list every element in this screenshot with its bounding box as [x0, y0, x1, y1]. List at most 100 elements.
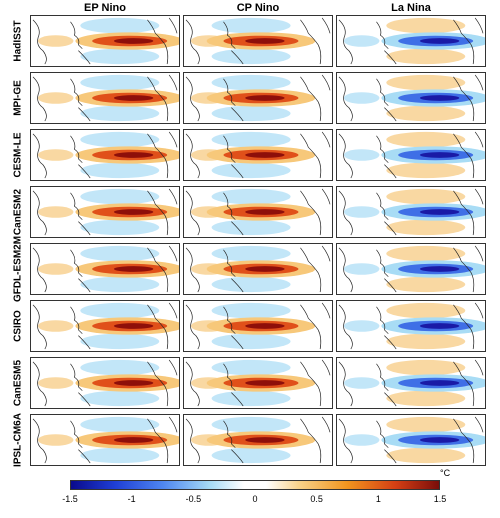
- anomaly-region: [245, 38, 285, 44]
- anomaly-region: [37, 377, 74, 389]
- coastline: [321, 416, 331, 433]
- coastline: [474, 359, 484, 376]
- coastline: [185, 304, 200, 350]
- anomaly-region: [245, 152, 285, 158]
- anomaly-region: [245, 209, 285, 215]
- coastline: [474, 416, 484, 433]
- sst-anomaly-map: [338, 359, 485, 407]
- anomaly-region: [211, 447, 291, 464]
- map-panel: [183, 72, 333, 124]
- column-title-lanina: La Nina: [391, 2, 431, 14]
- coastline: [231, 107, 244, 122]
- anomaly-region: [211, 333, 291, 350]
- anomaly-region: [386, 105, 466, 122]
- sst-anomaly-map: [185, 302, 331, 350]
- anomaly-region: [386, 48, 466, 65]
- anomaly-region: [80, 74, 160, 91]
- anomaly-region: [386, 359, 466, 376]
- anomaly-region: [113, 437, 154, 443]
- coastline: [168, 302, 178, 319]
- map-panel: [336, 72, 486, 124]
- coastline: [453, 418, 475, 464]
- anomaly-region: [343, 320, 380, 332]
- anomaly-region: [245, 95, 285, 101]
- row-label-text: CanESM2: [12, 188, 24, 236]
- coastline: [70, 420, 83, 448]
- coastline: [147, 418, 169, 464]
- anomaly-region: [211, 219, 291, 236]
- coastline: [474, 188, 484, 205]
- coastline: [185, 19, 200, 65]
- anomaly-region: [80, 333, 160, 350]
- row-label: CanESM2: [8, 186, 28, 238]
- coastline: [384, 50, 397, 65]
- anomaly-region: [419, 266, 460, 272]
- anomaly-region: [113, 266, 154, 272]
- coastline: [168, 188, 178, 205]
- row-label: MPI-GE: [8, 72, 28, 124]
- row-label: CSIRO: [8, 300, 28, 352]
- anomaly-region: [419, 38, 460, 44]
- map-panel: [30, 72, 180, 124]
- coastline: [70, 21, 83, 49]
- anomaly-region: [245, 266, 285, 272]
- coastline: [376, 363, 389, 391]
- coastline: [147, 76, 169, 122]
- anomaly-region: [80, 188, 160, 205]
- map-panel: [30, 243, 180, 295]
- anomaly-region: [211, 416, 291, 433]
- anomaly-region: [343, 434, 380, 446]
- coastline: [147, 304, 169, 350]
- coastline: [78, 449, 91, 464]
- anomaly-region: [211, 245, 291, 262]
- coastline: [168, 131, 178, 148]
- coastline: [32, 247, 47, 293]
- sst-anomaly-map: [185, 131, 331, 179]
- anomaly-region: [386, 390, 466, 407]
- coastline: [32, 76, 47, 122]
- anomaly-region: [386, 219, 466, 236]
- colorbar-tick: 1.5: [433, 494, 447, 504]
- sst-anomaly-map: [185, 188, 331, 236]
- anomaly-region: [419, 209, 460, 215]
- coastline: [300, 76, 322, 122]
- map-panel: [336, 243, 486, 295]
- coastline: [32, 190, 47, 236]
- coastline: [78, 50, 91, 65]
- row-label: IPSL-CM6A: [8, 413, 28, 467]
- anomaly-region: [211, 131, 291, 148]
- row-label-text: GFDL-ESM2M: [12, 235, 24, 303]
- anomaly-region: [80, 131, 160, 148]
- anomaly-region: [211, 48, 291, 65]
- map-panel: [183, 300, 333, 352]
- anomaly-region: [80, 416, 160, 433]
- coastline: [338, 190, 353, 236]
- anomaly-region: [80, 105, 160, 122]
- anomaly-region: [386, 276, 466, 293]
- anomaly-region: [343, 206, 380, 218]
- coastline: [78, 107, 91, 122]
- coastline: [32, 133, 47, 179]
- map-panel: [30, 186, 180, 238]
- anomaly-region: [211, 302, 291, 319]
- anomaly-region: [419, 380, 460, 386]
- sst-anomaly-map: [338, 131, 485, 179]
- coastline: [231, 50, 244, 65]
- sst-anomaly-map: [185, 17, 331, 65]
- anomaly-region: [113, 209, 154, 215]
- coastline: [384, 392, 397, 407]
- coastline: [453, 247, 475, 293]
- sst-anomaly-map: [32, 245, 179, 293]
- coastline: [376, 249, 389, 277]
- sst-anomaly-map: [32, 416, 179, 464]
- coastline: [384, 221, 397, 236]
- anomaly-region: [80, 17, 160, 34]
- anomaly-region: [113, 323, 154, 329]
- coastline: [300, 19, 322, 65]
- coastline: [70, 306, 83, 334]
- coastline: [223, 135, 236, 163]
- coastline: [231, 278, 244, 293]
- row-label: GFDL-ESM2M: [8, 236, 28, 302]
- anomaly-region: [343, 377, 380, 389]
- coastline: [321, 302, 331, 319]
